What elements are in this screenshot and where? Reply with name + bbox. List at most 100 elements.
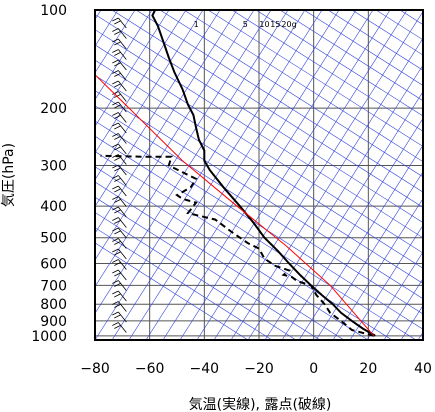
mixing-ratio-label: 1 [194, 20, 199, 29]
guide-line-shallow [111, 10, 423, 208]
wind-barb-flag [114, 104, 121, 109]
wind-barb [118, 70, 127, 81]
guide-line-steep [95, 10, 187, 154]
guide-line-shallow [159, 10, 423, 178]
guide-line-shallow [95, 196, 321, 340]
wind-barb-flag [112, 101, 119, 106]
wind-barb [118, 259, 127, 270]
mixing-ratio-label: 20g [281, 20, 296, 29]
guide-line-steep [95, 10, 289, 314]
guide-line-steep [95, 10, 170, 127]
wind-barb-flag [114, 41, 121, 46]
reference-line [95, 74, 375, 337]
wind-barb [118, 28, 127, 39]
wind-barb-flag [114, 209, 121, 214]
wind-barb [118, 227, 127, 239]
guide-line-steep [298, 144, 423, 340]
wind-barb [118, 122, 127, 134]
guide-line-shallow [95, 166, 369, 340]
guide-line-shallow [255, 10, 423, 117]
wind-barb-flag [114, 293, 121, 298]
wind-barb-flag [112, 28, 119, 32]
guide-line-steep [247, 64, 423, 340]
guide-line-shallow [327, 10, 423, 71]
wind-barb [118, 164, 127, 176]
x-tick-label: −80 [80, 361, 110, 377]
wind-barb-flag [112, 17, 119, 22]
wind-barb-flag [114, 125, 121, 130]
guide-line-steep [145, 10, 357, 340]
wind-barb-flag [112, 206, 119, 211]
plot-frame [94, 9, 424, 341]
wind-barb-flag [112, 91, 119, 95]
wind-barb-flag [114, 20, 121, 25]
wind-barb-flag [114, 31, 121, 35]
wind-barb-flag [114, 167, 121, 172]
guide-line-shallow [95, 242, 249, 340]
wind-barb [118, 80, 127, 92]
guide-line-shallow [95, 151, 393, 340]
guide-line-shallow [95, 105, 423, 315]
wind-barb-flag [112, 311, 119, 316]
guide-line-steep [128, 10, 340, 340]
x-axis-label: 気温(実線), 露点(破線) [189, 397, 332, 412]
x-tick-label: −20 [244, 361, 274, 377]
wind-barb-flag [114, 262, 121, 266]
guide-line-steep [383, 278, 423, 340]
guide-line-shallow [95, 59, 423, 269]
wind-barb-flag [112, 49, 119, 53]
wind-barb-flag [114, 283, 121, 287]
wind-barb-flag [112, 70, 119, 74]
guide-line-steep [213, 11, 423, 340]
wind-barb [118, 238, 127, 249]
wind-barb [118, 175, 127, 186]
wind-barb-flag [112, 38, 119, 43]
guide-line-shallow [399, 10, 423, 25]
guide-lines [95, 10, 423, 340]
wind-barb [118, 269, 127, 281]
wind-barb-flag [114, 304, 121, 308]
wind-barb [118, 38, 127, 50]
wind-barb-flag [114, 325, 121, 329]
guide-line-steep [179, 10, 391, 340]
wind-barb [118, 185, 127, 197]
guide-line-shallow [95, 90, 423, 300]
wind-barb [118, 322, 127, 333]
guide-line-steep [162, 10, 374, 340]
x-tick-label: 20 [359, 361, 377, 377]
wind-barb [118, 133, 127, 144]
guide-line-shallow [279, 10, 423, 102]
wind-barb [118, 206, 127, 218]
wind-barb [118, 248, 127, 260]
wind-barb-flag [112, 322, 119, 326]
wind-barb-flag [112, 80, 119, 85]
mixing-ratio-label: 10 [259, 20, 269, 29]
y-tick-label: 400 [40, 199, 67, 215]
wind-barb [118, 217, 127, 228]
wind-barb-flag [112, 112, 119, 116]
guide-line-steep [196, 10, 408, 340]
guide-line-shallow [207, 10, 423, 147]
guide-line-shallow [183, 10, 423, 163]
wind-barb-flag [112, 133, 119, 137]
wind-barb-flag [114, 272, 121, 277]
guide-line-steep [95, 10, 221, 207]
wind-barb-flag [114, 157, 121, 161]
wind-barb-flag [112, 185, 119, 190]
y-tick-label: 800 [40, 297, 67, 313]
x-tick-label: −40 [190, 361, 220, 377]
wind-barb-flag [114, 146, 121, 151]
wind-barb-flag [112, 301, 119, 305]
guide-line-steep [95, 10, 204, 181]
x-tick-label: 40 [414, 361, 432, 377]
y-tick-label: 500 [40, 231, 67, 247]
guide-line-steep [349, 224, 423, 340]
wind-barb-flag [112, 154, 119, 158]
wind-barb [118, 280, 127, 291]
wind-barb-flag [114, 62, 121, 67]
wind-barb [118, 112, 127, 123]
wind-barb-flag [114, 220, 121, 224]
guide-line-shallow [95, 44, 423, 254]
wind-barb-flag [112, 269, 119, 274]
